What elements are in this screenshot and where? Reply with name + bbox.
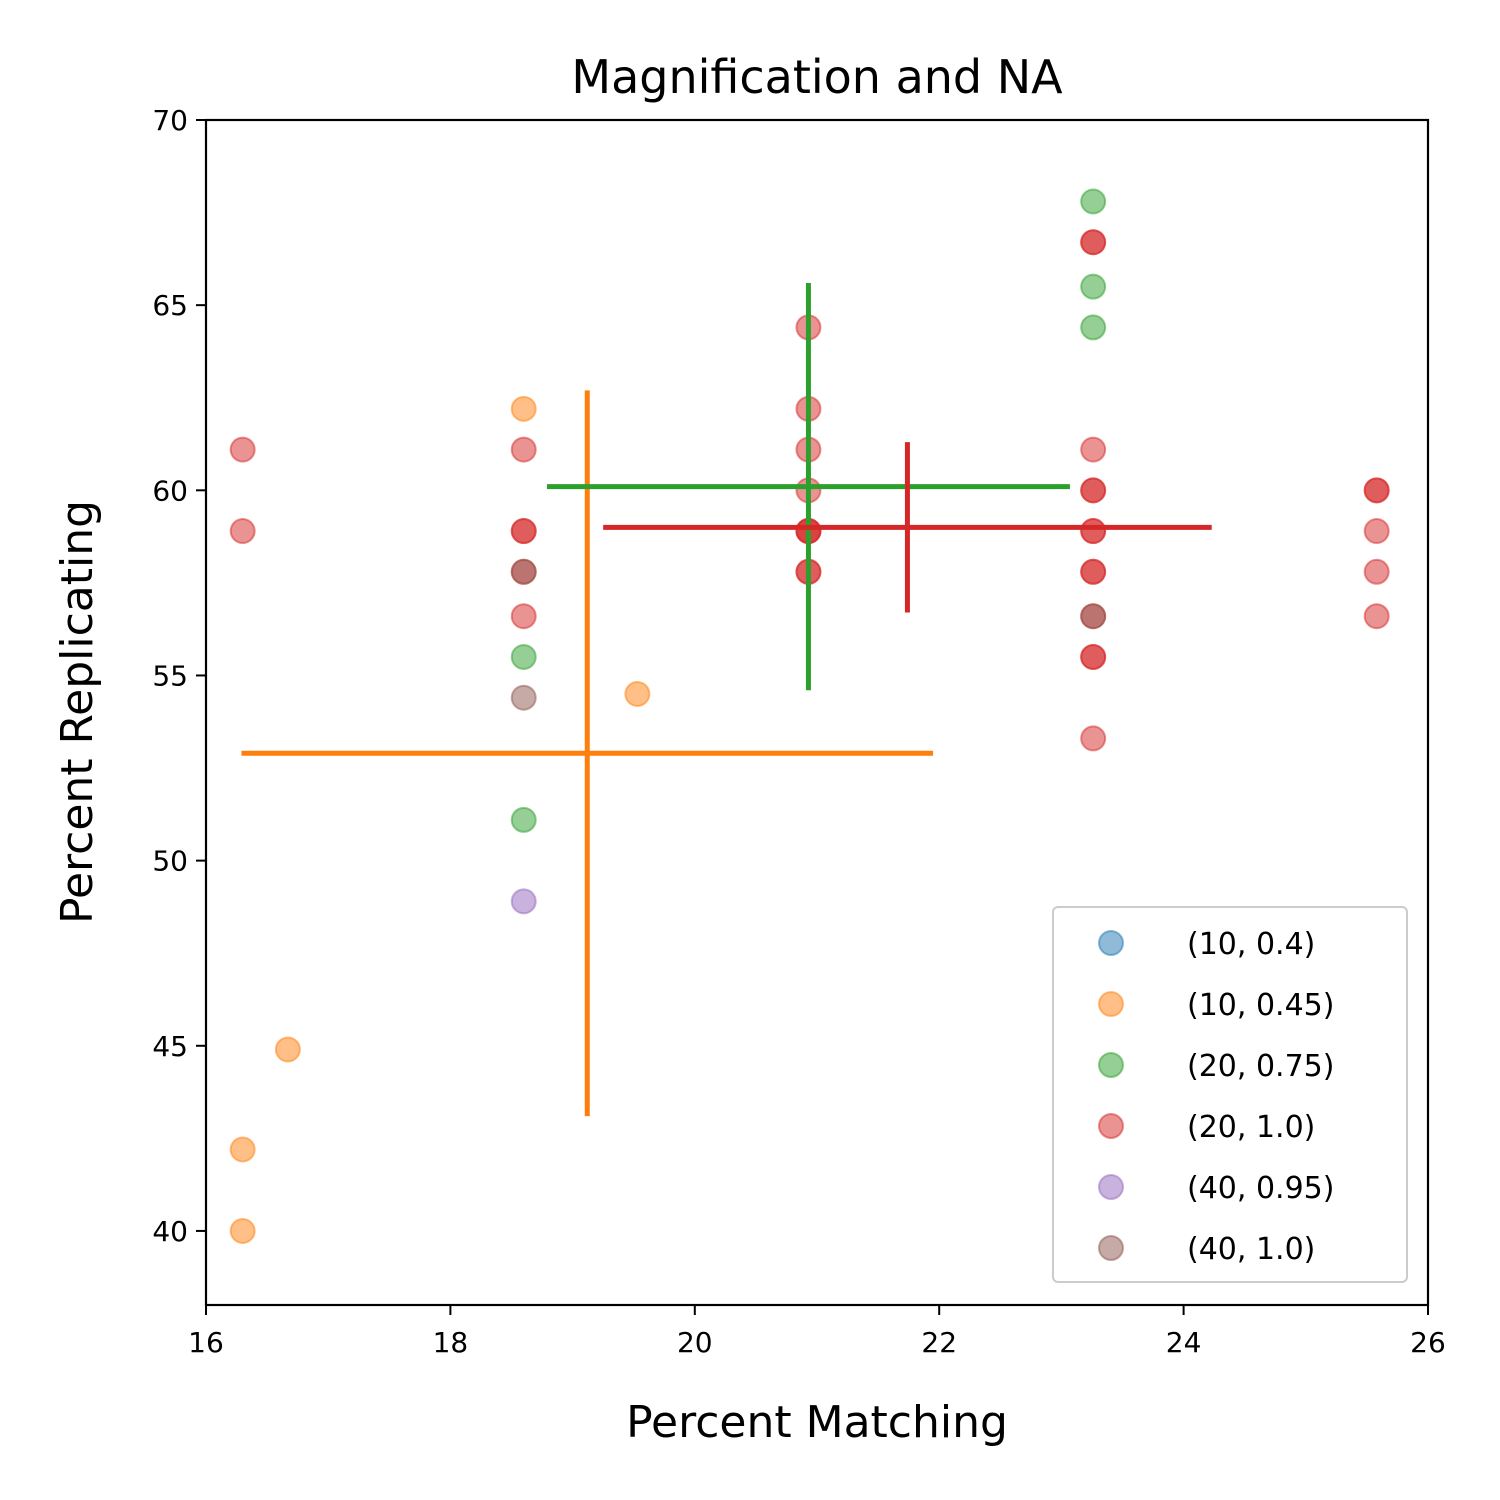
legend-label: (20, 0.75)	[1187, 1049, 1334, 1084]
data-point	[229, 518, 256, 545]
y-axis-title: Percent Replicating	[52, 500, 103, 924]
y-axis: 40 45 50 55 60 65 70	[152, 104, 206, 1248]
y-tick-label: 40	[152, 1215, 188, 1248]
data-point	[229, 1217, 256, 1244]
plot-marks	[229, 188, 1390, 1244]
legend-marker	[1098, 1052, 1124, 1078]
x-tick-label: 24	[1166, 1326, 1202, 1359]
data-point	[510, 643, 537, 670]
y-tick-label: 55	[152, 659, 188, 692]
data-point	[1080, 518, 1107, 545]
data-point	[510, 603, 537, 630]
data-point	[1080, 725, 1107, 752]
y-tick-label: 70	[152, 104, 188, 137]
x-axis-title: Percent Matching	[626, 1397, 1008, 1448]
data-point	[1080, 314, 1107, 341]
data-point	[1080, 558, 1107, 585]
data-point	[1363, 477, 1390, 504]
data-point	[1363, 603, 1390, 630]
legend-label: (20, 1.0)	[1187, 1110, 1315, 1145]
data-point	[510, 888, 537, 915]
data-point	[1080, 643, 1107, 670]
data-point	[1080, 229, 1107, 256]
legend-label: (10, 0.45)	[1187, 988, 1334, 1023]
y-tick-label: 60	[152, 474, 188, 507]
data-point	[1080, 436, 1107, 463]
data-point	[229, 1136, 256, 1163]
x-axis: 16 18 20 22 24 26	[188, 1305, 1446, 1359]
data-point	[1080, 603, 1107, 630]
legend-marker	[1098, 1113, 1124, 1139]
data-point	[229, 436, 256, 463]
legend-label: (10, 0.4)	[1187, 927, 1315, 962]
legend-label: (40, 0.95)	[1187, 1171, 1334, 1206]
x-tick-label: 22	[921, 1326, 957, 1359]
legend-box	[1052, 906, 1408, 1283]
data-point	[1080, 273, 1107, 300]
data-point	[274, 1036, 301, 1063]
legend-label: (40, 1.0)	[1187, 1232, 1315, 1267]
y-tick-label: 45	[152, 1030, 188, 1063]
data-point	[1363, 558, 1390, 585]
data-point	[510, 436, 537, 463]
data-point	[510, 395, 537, 422]
data-point	[624, 680, 651, 707]
data-point	[1080, 188, 1107, 215]
x-tick-label: 20	[677, 1326, 713, 1359]
x-tick-label: 16	[188, 1326, 224, 1359]
data-point	[1080, 477, 1107, 504]
data-point	[1363, 518, 1390, 545]
x-tick-label: 26	[1410, 1326, 1446, 1359]
data-point	[510, 518, 537, 545]
x-tick-label: 18	[433, 1326, 469, 1359]
legend-marker	[1098, 1235, 1124, 1261]
data-point	[510, 558, 537, 585]
data-point	[510, 806, 537, 833]
plot-frame	[204, 118, 1430, 1307]
y-tick-label: 50	[152, 845, 188, 878]
legend-marker	[1098, 991, 1124, 1017]
legend-marker	[1098, 930, 1124, 956]
legend-marker	[1098, 1174, 1124, 1200]
legend: (10, 0.4) (10, 0.45) (20, 0.75) (20, 1.0) (4…	[1052, 906, 1408, 1283]
chart-title: Magnification and NA	[571, 50, 1063, 104]
y-tick-label: 65	[152, 289, 188, 322]
data-point	[510, 684, 537, 711]
